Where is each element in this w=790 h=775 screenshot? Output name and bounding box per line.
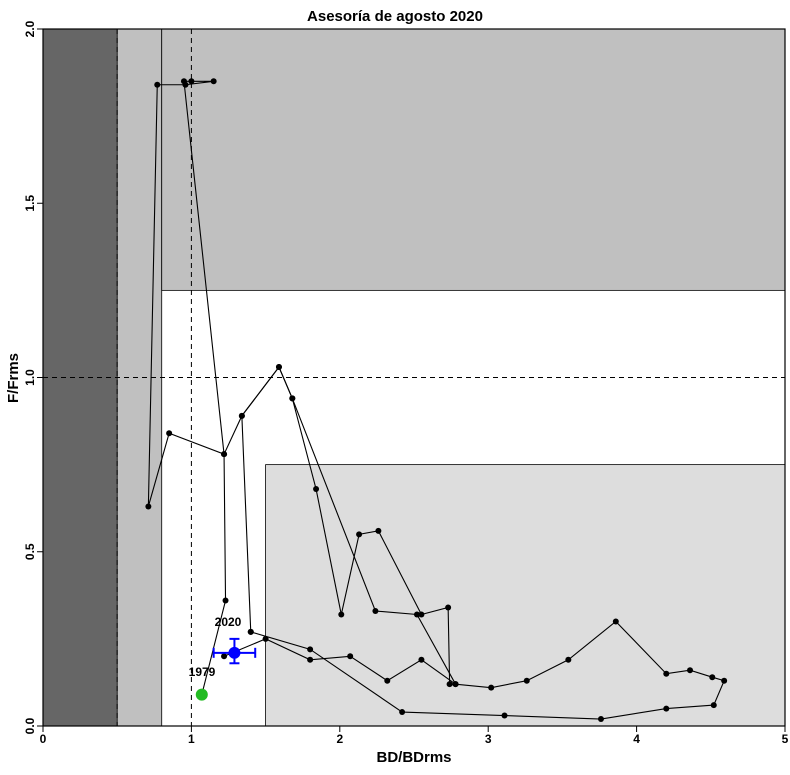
trajectory-b-point (384, 677, 391, 684)
trajectory-point (418, 611, 425, 618)
trajectory-point (488, 684, 495, 691)
trajectory-point (222, 597, 229, 604)
trajectory-point (501, 712, 508, 719)
trajectory-b-point (289, 395, 296, 402)
trajectory-point (210, 78, 217, 85)
reference-lines (43, 29, 785, 726)
trajectory-point (663, 705, 670, 712)
trajectory-point (597, 716, 604, 723)
trajectory-point (188, 78, 195, 85)
trajectory-point (166, 430, 173, 437)
trajectory-b-point (307, 656, 314, 663)
trajectory-point (565, 656, 572, 663)
y-axis-label: F/Frms (5, 353, 22, 403)
trajectory-point (612, 618, 619, 625)
trajectory-point (523, 677, 530, 684)
trajectory-point (399, 709, 406, 716)
start-point-label: 1979 (189, 665, 216, 679)
trajectory-point (375, 527, 382, 534)
trajectory-b-point (247, 628, 254, 635)
trajectory-b-point (347, 653, 354, 660)
x-tick-label: 4 (633, 732, 640, 746)
trajectory-b-point (418, 656, 425, 663)
current-point-label: 2020 (215, 615, 242, 629)
trajectory-point (709, 674, 716, 681)
trajectory-point (307, 646, 314, 653)
zone-light (265, 464, 786, 727)
trajectory-point (710, 702, 717, 709)
trajectory-point (446, 681, 453, 688)
x-tick-label: 3 (485, 732, 492, 746)
trajectory-b-point (372, 607, 379, 614)
zone-mid-top (161, 28, 786, 291)
trajectory-point (221, 451, 228, 458)
x-tick-label: 0 (40, 732, 47, 746)
axis-layer: 0 1 2 3 4 5 0.0 0.5 1.0 1.5 2.0 (23, 20, 789, 746)
trajectory-b-point (221, 653, 228, 660)
trajectory-point (687, 667, 694, 674)
trajectory-point (182, 81, 189, 88)
trajectory-point (154, 81, 161, 88)
y-tick-label: 1.5 (23, 195, 37, 212)
chart-title: Asesoría de agosto 2020 (307, 8, 483, 25)
trajectory-layer (145, 78, 728, 723)
start-point (195, 688, 208, 701)
x-tick-label: 2 (336, 732, 343, 746)
trajectory-point (313, 486, 320, 493)
x-tick-label: 1 (188, 732, 195, 746)
x-axis-label: BD/BDrms (376, 749, 451, 766)
trajectory-b-point (452, 681, 459, 688)
current-point (228, 646, 241, 659)
trajectory-point (145, 503, 152, 510)
x-tick-label: 5 (782, 732, 789, 746)
y-tick-label: 0.5 (23, 543, 37, 560)
y-tick-label: 2.0 (23, 20, 37, 37)
points-layer (195, 637, 257, 701)
trajectory-point (721, 677, 728, 684)
trajectory-b-point (413, 611, 420, 618)
trajectory-point (338, 611, 345, 618)
trajectory-b-point (275, 364, 282, 371)
trajectory-b-point (238, 412, 245, 419)
trajectory-point (356, 531, 363, 538)
trajectory-point (663, 670, 670, 677)
y-tick-label: 1.0 (23, 369, 37, 386)
y-tick-label: 0.0 (23, 717, 37, 734)
trajectory-point (445, 604, 452, 611)
trajectory-b-point (262, 635, 269, 642)
